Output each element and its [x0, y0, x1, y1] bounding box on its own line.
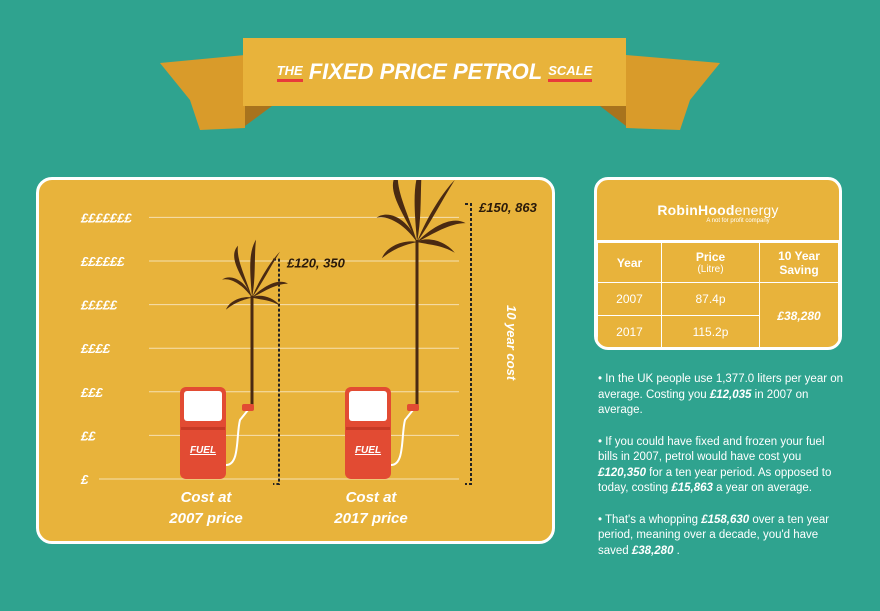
brand-tagline: A not for profit company [706, 218, 770, 224]
pump-screen [184, 391, 222, 421]
value-label: £120, 350 [286, 256, 346, 271]
y-axis-label: 10 year cost [504, 305, 519, 381]
table-row: 2017 115.2p [597, 315, 839, 347]
banner-title: THE FIXED PRICE PETROL SCALE [243, 38, 626, 106]
pump-stripe [346, 427, 390, 430]
brand-name: RobinHood [657, 202, 735, 218]
notes: • In the UK people use 1,377.0 liters pe… [598, 372, 846, 575]
table-header-row: Year Price (Litre) 10 Year Saving [597, 242, 839, 283]
cell-saving: £38,280 [759, 282, 839, 347]
pump-nozzle [242, 404, 254, 411]
table-row: 2007 87.4p £38,280 [597, 282, 839, 347]
fuel-splash [222, 239, 288, 310]
y-tick-label: £ [80, 472, 89, 487]
price-table: Year Price (Litre) 10 Year Saving 2007 87… [597, 242, 839, 347]
pump-hose [390, 409, 414, 466]
brand-logo: RobinHoodenergy A not for profit company [597, 180, 839, 242]
pump-screen [349, 391, 387, 421]
cell-price: 115.2p [661, 315, 760, 347]
value-bracket [465, 203, 472, 485]
y-tick-label: ££££££ [80, 254, 125, 269]
y-tick-label: ££££ [80, 341, 111, 356]
banner-main-title: FIXED PRICE PETROL [308, 59, 543, 84]
pump-nozzle [407, 404, 419, 411]
value-bracket [273, 258, 280, 485]
pump-hose [225, 409, 249, 466]
cell-year: 2007 [597, 282, 662, 316]
value-label: £150, 863 [478, 200, 538, 215]
pump-label: FUEL [190, 445, 216, 456]
note-savings: • That's a whopping £158,630 over a ten … [598, 513, 830, 557]
y-tick-label: £££ [80, 385, 103, 400]
category-label: 2007 price [168, 510, 242, 527]
header-saving: 10 Year Saving [759, 242, 839, 283]
header-price: Price (Litre) [661, 242, 760, 283]
banner-suffix: SCALE [548, 63, 593, 82]
note-fixed-price: • If you could have fixed and frozen you… [598, 435, 832, 495]
cell-price: 87.4p [661, 282, 760, 316]
cost-chart: £££££££££££££££££££££££££££££120, 350FUE… [80, 180, 538, 527]
category-label: Cost at [181, 489, 233, 506]
header-year: Year [597, 242, 662, 283]
cell-year: 2017 [597, 315, 662, 347]
brand-suffix: energy [734, 202, 779, 218]
banner-ribbon [160, 38, 720, 130]
pump-label: FUEL [355, 445, 381, 456]
y-tick-label: £££££££ [80, 210, 132, 225]
chart-panel: £ ££ £££ ££££ £££££ ££££££ £££££££ £120, 350 FUE… [36, 177, 555, 544]
fuel-splash [376, 180, 466, 259]
note-usage: • In the UK people use 1,377.0 liters pe… [598, 373, 844, 416]
price-table-panel: RobinHoodenergy A not for profit company… [594, 177, 842, 350]
category-label: Cost at [346, 489, 398, 506]
y-tick-label: ££ [80, 428, 96, 443]
pump-stripe [181, 427, 225, 430]
banner-prefix: THE [276, 63, 303, 82]
category-label: 2017 price [333, 510, 407, 527]
y-tick-label: £££££ [80, 298, 118, 313]
